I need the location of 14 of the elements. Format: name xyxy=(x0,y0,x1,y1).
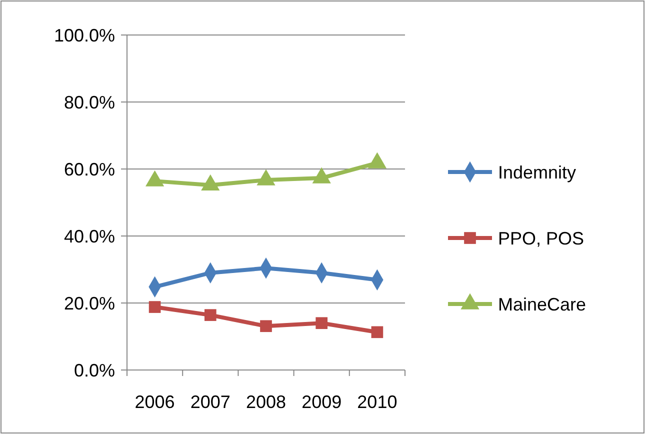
x-tick-label: 2006 xyxy=(134,392,175,412)
x-tick-label: 2008 xyxy=(246,392,286,412)
legend-label: PPO, POS xyxy=(498,228,584,248)
legend-label: Indemnity xyxy=(498,162,576,182)
y-tick-label: 100.0% xyxy=(54,25,115,46)
y-tick-label: 40.0% xyxy=(64,226,115,246)
y-tick-label: 60.0% xyxy=(64,159,115,180)
x-tick-label: 2009 xyxy=(302,392,342,412)
y-tick-label: 0.0% xyxy=(74,360,115,380)
x-tick-label: 2007 xyxy=(190,392,230,412)
y-tick-label: 80.0% xyxy=(64,92,115,112)
x-tick-label: 2010 xyxy=(357,392,398,412)
y-tick-label: 20.0% xyxy=(64,293,115,314)
legend-label: MaineCare xyxy=(498,294,586,314)
